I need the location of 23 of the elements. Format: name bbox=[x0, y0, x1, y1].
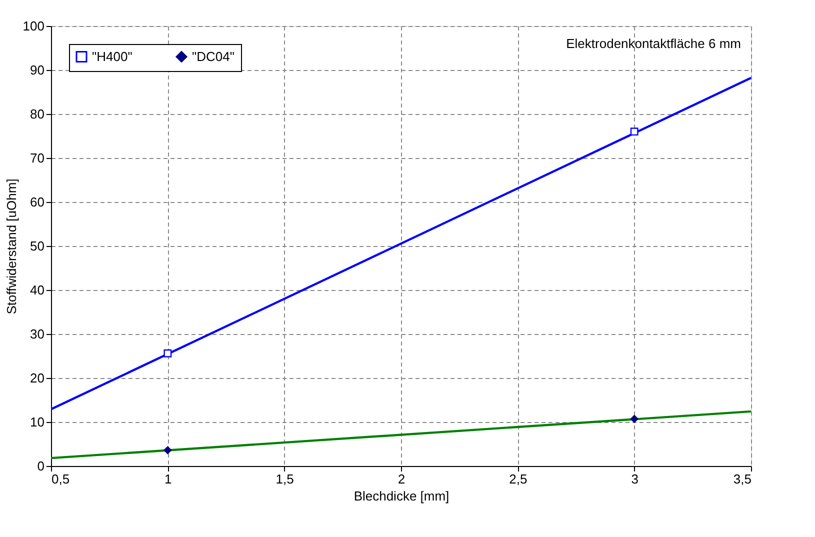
y-tick-label: 50 bbox=[30, 238, 44, 254]
x-tick-label: 3 bbox=[631, 472, 638, 486]
legend-label: "DC04" bbox=[192, 48, 235, 64]
x-tick-label: 2,5 bbox=[509, 472, 528, 486]
legend-label: "H400" bbox=[92, 48, 133, 64]
y-tick-label: 90 bbox=[30, 62, 44, 78]
y-tick-label: 20 bbox=[30, 370, 44, 386]
x-axis-title: Blechdicke [mm] bbox=[354, 488, 450, 504]
y-tick-label: 70 bbox=[30, 150, 44, 166]
y-tick-label: 40 bbox=[30, 282, 44, 298]
x-tick-label: 1,5 bbox=[276, 472, 294, 486]
y-tick-label: 80 bbox=[30, 106, 44, 122]
y-tick-label: 0 bbox=[37, 458, 44, 474]
y-tick-label: 60 bbox=[30, 194, 44, 210]
y-tick-label: 30 bbox=[30, 326, 44, 342]
x-tick-label: 2 bbox=[398, 472, 406, 486]
y-axis-title: Stoffwiderstand [uOhm] bbox=[4, 178, 19, 314]
y-tick-label: 10 bbox=[30, 414, 44, 430]
x-tick-label: 1 bbox=[164, 472, 172, 486]
x-tick-label: 3,5 bbox=[733, 472, 752, 486]
y-tick-label: 100 bbox=[22, 18, 44, 34]
annotation: Elektrodenkontaktfläche 6 mm bbox=[566, 36, 741, 51]
x-tick-label: 0,5 bbox=[52, 472, 70, 486]
